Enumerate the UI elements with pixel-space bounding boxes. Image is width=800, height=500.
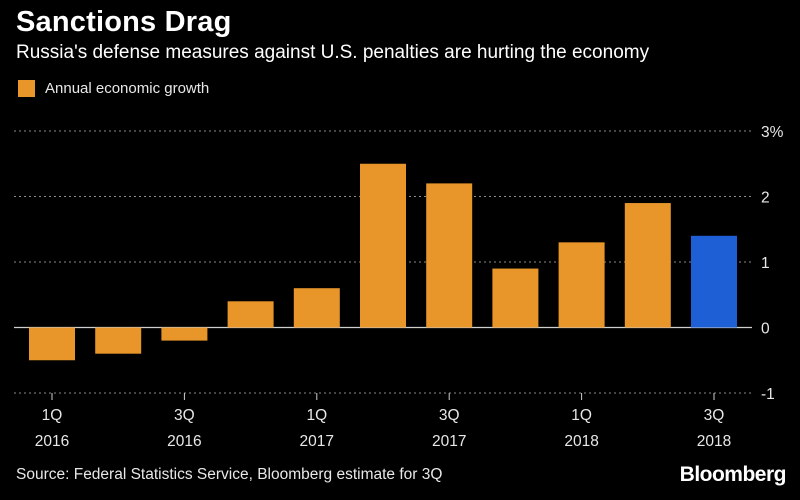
bloomberg-logo: Bloomberg: [679, 463, 787, 486]
x-tick-label: 3Q: [704, 407, 725, 424]
legend-swatch: [18, 80, 35, 97]
bar: [161, 327, 208, 341]
x-tick-label: 2018: [564, 433, 598, 450]
x-tick-label: 1Q: [42, 407, 63, 424]
bar: [29, 327, 75, 361]
y-tick-label: -1: [761, 386, 775, 403]
bar: [558, 242, 605, 328]
x-tick-label: 3Q: [439, 407, 460, 424]
legend: Annual economic growth: [18, 80, 209, 97]
bar: [624, 203, 671, 328]
x-tick-label: 2016: [35, 433, 69, 450]
y-tick-label: 1: [761, 255, 770, 272]
bar: [293, 288, 340, 328]
x-tick-label: 2018: [697, 433, 731, 450]
bar-estimate: [691, 235, 737, 328]
x-tick-label: 2017: [300, 433, 334, 450]
legend-label: Annual economic growth: [45, 80, 210, 97]
x-tick-label: 2017: [432, 433, 466, 450]
x-tick-label: 1Q: [306, 407, 327, 424]
bar: [95, 327, 142, 354]
x-tick-label: 2016: [167, 433, 201, 450]
x-tick-label: 1Q: [571, 407, 592, 424]
y-tick-label: 0: [761, 321, 770, 338]
chart-title: Sanctions Drag: [16, 6, 232, 38]
bar: [426, 183, 473, 328]
bar: [492, 268, 539, 328]
chart-subtitle: Russia's defense measures against U.S. p…: [16, 42, 650, 63]
x-tick-label: 3Q: [174, 407, 195, 424]
y-tick-label: 3%: [761, 124, 784, 141]
y-tick-label: 2: [761, 190, 770, 207]
bar: [227, 301, 274, 328]
source-note: Source: Federal Statistics Service, Bloo…: [16, 466, 443, 483]
bar: [360, 163, 406, 328]
